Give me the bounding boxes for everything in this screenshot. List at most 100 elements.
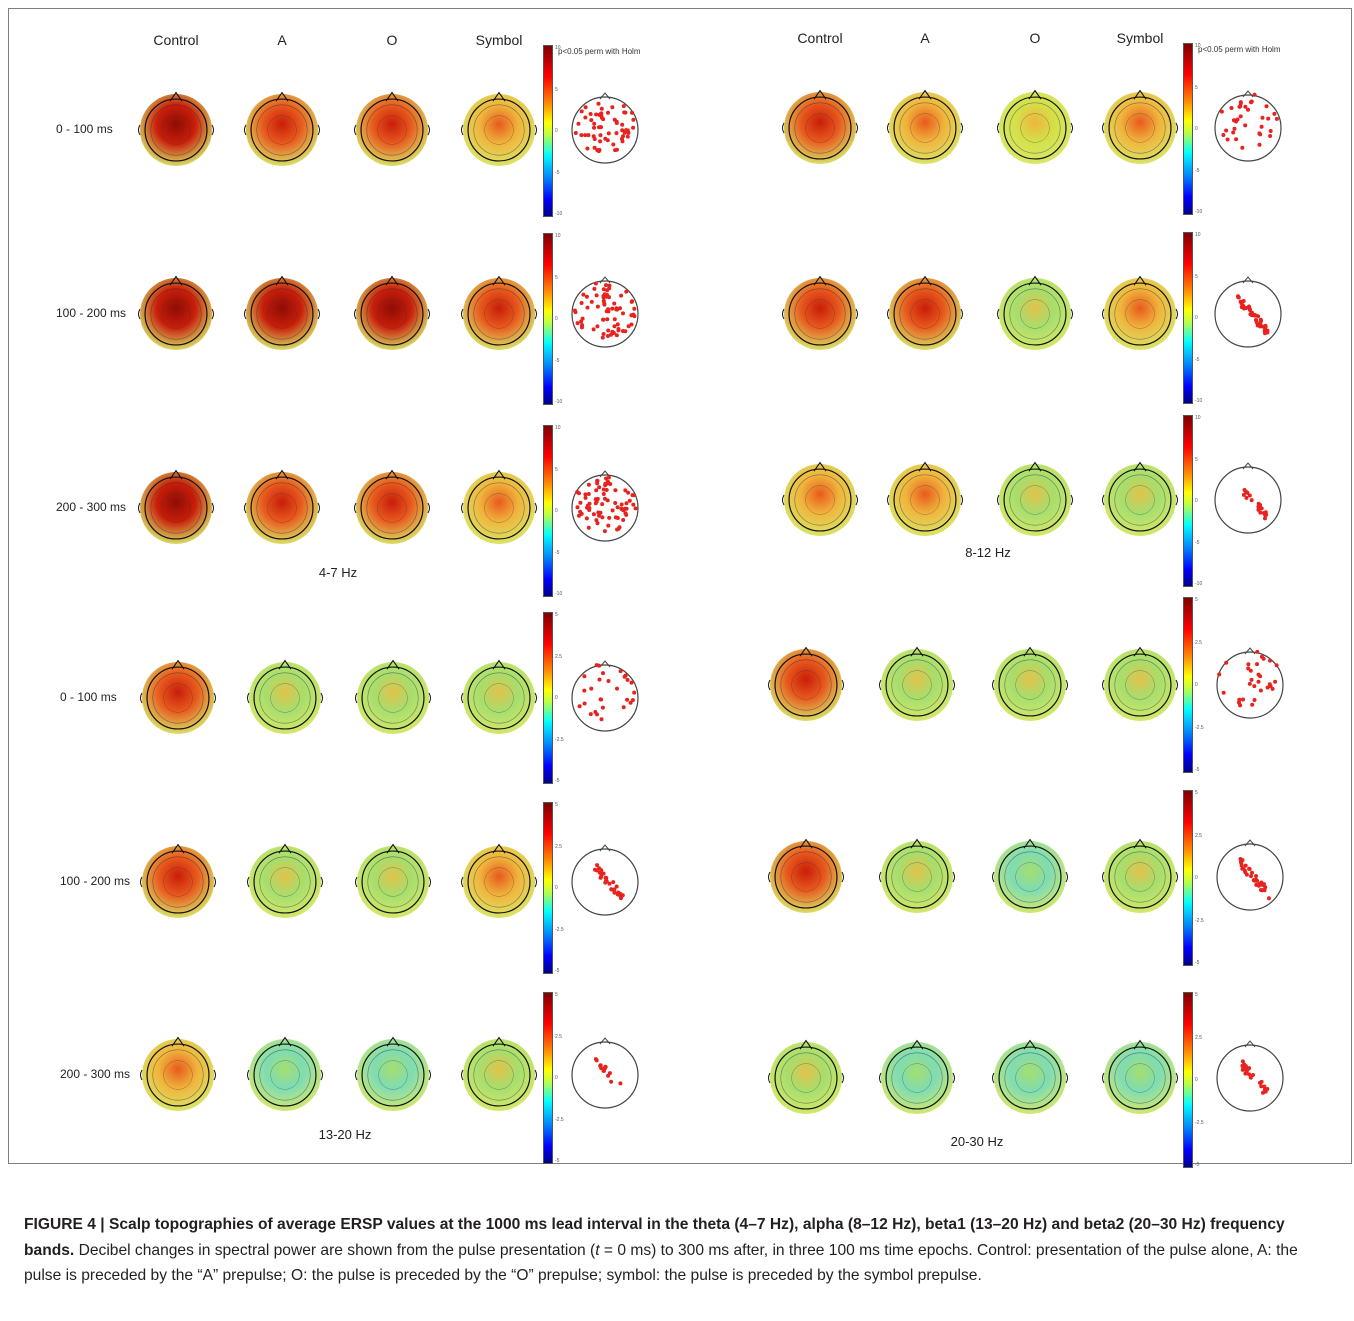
band-label: 20-30 Hz (950, 1134, 1004, 1149)
topography-symbol (1102, 838, 1178, 913)
colorbar-tick: 5 (555, 612, 558, 618)
colorbar (1183, 992, 1193, 1168)
colorbar-tick: -2.5 (555, 926, 564, 933)
topography-o (355, 1036, 431, 1111)
topography-control (140, 843, 216, 918)
topography-symbol (461, 469, 537, 544)
colorbar-tick: -5 (1195, 539, 1200, 546)
colorbar-tick: 2.5 (1195, 832, 1202, 839)
significance-map (571, 276, 639, 348)
colorbar-tick: -5 (555, 169, 560, 176)
colorbar-tick: -10 (1195, 398, 1203, 404)
colorbar-tick: -10 (555, 399, 563, 405)
colorbar-tick: 10 (555, 45, 561, 51)
topography-a (879, 646, 955, 721)
colorbar (543, 233, 553, 405)
topography-symbol (1102, 275, 1178, 350)
topography-symbol (1102, 1039, 1178, 1114)
significance-map (571, 92, 639, 164)
colorbar-tick: -5 (1195, 767, 1200, 773)
column-header-o: O (1029, 30, 1041, 46)
column-header-control: Control (153, 32, 199, 48)
column-header-control: Control (797, 30, 843, 46)
significance-map (571, 1037, 639, 1109)
topography-control (138, 469, 214, 544)
significance-map (571, 470, 639, 542)
caption-text-2: = 0 ms) to 300 ms after, in three 100 ms… (24, 1241, 1298, 1285)
column-header-a: A (277, 32, 287, 48)
topography-symbol (1102, 461, 1178, 536)
column-header-symbol: Symbol (1116, 30, 1164, 46)
colorbar (1183, 597, 1193, 773)
colorbar-tick: 2.5 (1195, 639, 1202, 646)
topography-control (768, 838, 844, 913)
colorbar-tick: -5 (1195, 356, 1200, 363)
topography-control (782, 461, 858, 536)
topography-a (244, 469, 320, 544)
colorbar-tick: -5 (555, 778, 560, 784)
column-header-o: O (386, 32, 398, 48)
colorbar (543, 425, 553, 597)
topography-o (997, 275, 1073, 350)
topography-a (247, 843, 323, 918)
topography-symbol (461, 843, 537, 918)
row-label: 100 - 200 ms (60, 874, 131, 888)
colorbar-tick: -2.5 (1195, 724, 1204, 731)
colorbar-tick: 2.5 (555, 843, 562, 850)
colorbar-tick: -10 (1195, 581, 1203, 587)
topography-o (355, 843, 431, 918)
column-header-a: A (920, 30, 930, 46)
row-label: 200 - 300 ms (56, 500, 127, 514)
figure-caption: FIGURE 4 | Scalp topographies of average… (24, 1212, 1334, 1289)
significance-map (1214, 90, 1282, 162)
band-label: 13-20 Hz (318, 1127, 372, 1142)
topography-control (138, 275, 214, 350)
colorbar-tick: -5 (555, 549, 560, 556)
colorbar-tick: -5 (1195, 167, 1200, 174)
significance-label: p<0.05 perm with Holm (558, 47, 641, 56)
colorbar (1183, 415, 1193, 587)
colorbar-tick: 0 (1195, 875, 1198, 881)
topography-o (354, 91, 430, 166)
colorbar (1183, 232, 1193, 404)
significance-label: p<0.05 perm with Holm (1198, 45, 1281, 54)
topography-o (354, 275, 430, 350)
topography-symbol (461, 275, 537, 350)
colorbar-tick: 0 (555, 508, 558, 514)
topography-symbol (461, 659, 537, 734)
colorbar-tick: 10 (555, 233, 561, 239)
colorbar-tick: 5 (1195, 597, 1198, 603)
colorbar-tick: 10 (1195, 43, 1201, 49)
topography-symbol (461, 91, 537, 166)
colorbar-tick: 10 (1195, 232, 1201, 238)
topography-symbol (1102, 646, 1178, 721)
colorbar (1183, 790, 1193, 966)
significance-map (1214, 276, 1282, 348)
topography-control (782, 275, 858, 350)
colorbar-tick: 2.5 (555, 1033, 562, 1040)
colorbar-tick: 5 (1195, 273, 1198, 280)
topography-control (138, 91, 214, 166)
topography-control (140, 1036, 216, 1111)
colorbar-tick: -10 (555, 591, 563, 597)
colorbar-tick: -5 (555, 968, 560, 974)
colorbar-tick: 5 (1195, 84, 1198, 91)
topography-o (354, 469, 430, 544)
topography-a (247, 659, 323, 734)
band-label: 4-7 Hz (318, 565, 358, 580)
colorbar-tick: -2.5 (1195, 1119, 1204, 1126)
colorbar-tick: 5 (555, 86, 558, 93)
topography-a (879, 838, 955, 913)
topography-o (992, 1039, 1068, 1114)
colorbar-tick: 5 (1195, 992, 1198, 998)
colorbar-tick: 0 (555, 128, 558, 134)
column-header-symbol: Symbol (475, 32, 523, 48)
colorbar-tick: 0 (1195, 1077, 1198, 1083)
colorbar-tick: -2.5 (555, 1116, 564, 1123)
caption-label: FIGURE 4 | Scalp topographies of average… (24, 1216, 1285, 1259)
colorbar-tick: 0 (1195, 315, 1198, 321)
row-label: 100 - 200 ms (56, 306, 127, 320)
topography-control (768, 1039, 844, 1114)
colorbar-tick: -2.5 (1195, 917, 1204, 924)
colorbar-tick: -10 (1195, 209, 1203, 215)
